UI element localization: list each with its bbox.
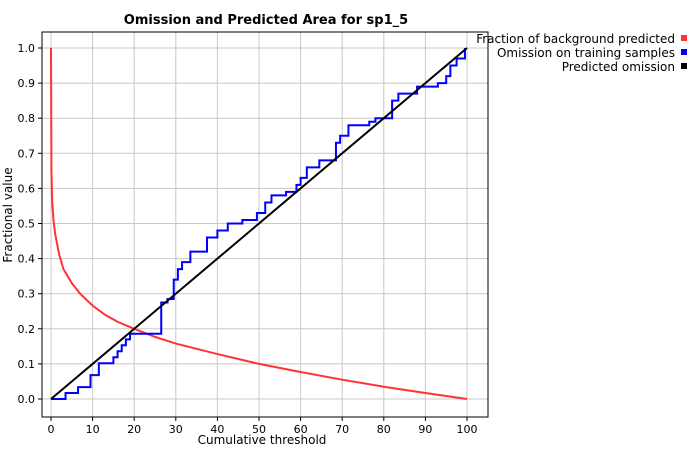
series-line-fraction-of-background-predicted [50,47,468,400]
legend: Fraction of background predictedOmission… [476,32,687,74]
y-tick-label: 0.0 [18,393,36,406]
legend-swatch [681,49,687,55]
legend-label: Omission on training samples [497,46,675,60]
y-tick-label: 0.6 [18,182,36,195]
series-line-predicted-omission [50,47,468,400]
x-tick-label: 0 [48,423,55,436]
series-lines [50,47,468,400]
x-tick-label: 80 [377,423,391,436]
grid [42,32,488,417]
y-tick-label: 0.9 [18,77,36,90]
y-tick-label: 1.0 [18,42,36,55]
series-line-omission-on-training-samples [51,48,466,400]
y-tick-label: 0.4 [18,253,36,266]
x-tick-label: 50 [252,423,266,436]
x-tick-label: 60 [294,423,308,436]
x-tick-label: 90 [418,423,432,436]
y-tick-label: 0.1 [18,358,36,371]
axis-ticks: 0 10 20 30 40 50 60 70 80 90 100 0.0 0.1 0.2 0.3 0.4 0.5… [18,42,478,436]
x-axis-label: Cumulative threshold [198,433,327,447]
legend-swatch [681,63,687,69]
y-axis-label: Fractional value [1,167,15,262]
x-tick-label: 20 [127,423,141,436]
y-tick-label: 0.7 [18,147,36,160]
x-tick-label: 40 [210,423,224,436]
legend-label: Predicted omission [562,60,675,74]
chart-title: Omission and Predicted Area for sp1_5 [124,13,408,28]
x-tick-label: 30 [169,423,183,436]
plot-area [41,31,489,418]
legend-swatch [681,35,687,41]
x-tick-label: 10 [86,423,100,436]
x-tick-label: 70 [335,423,349,436]
legend-label: Fraction of background predicted [476,32,675,46]
y-tick-label: 0.2 [18,323,36,336]
y-tick-label: 0.3 [18,288,36,301]
x-tick-label: 100 [457,423,478,436]
y-tick-label: 0.8 [18,112,36,125]
y-tick-label: 0.5 [18,218,36,231]
